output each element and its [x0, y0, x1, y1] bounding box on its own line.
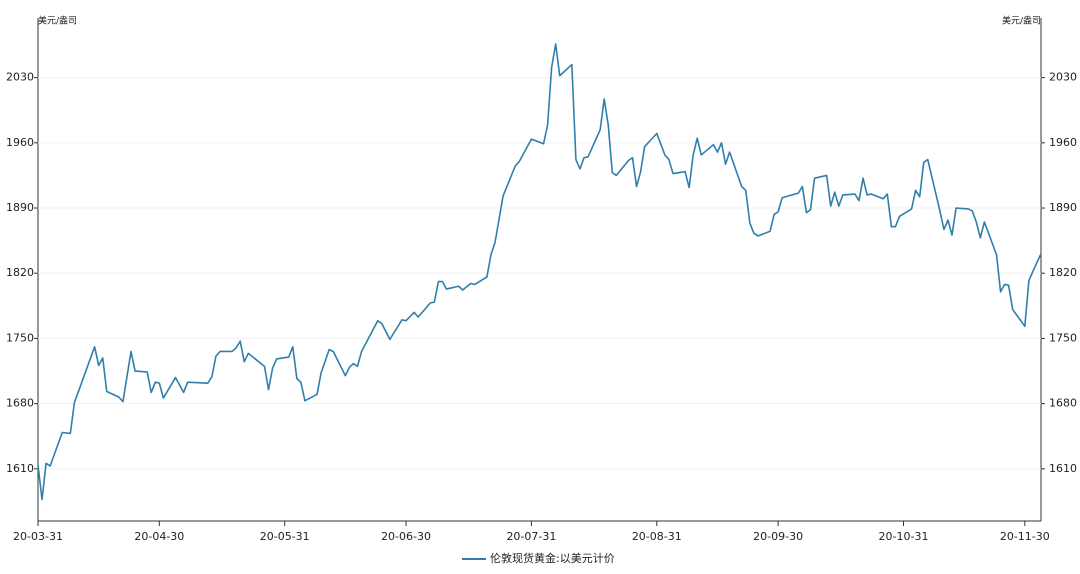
y2-tick-label: 1960 [1049, 136, 1077, 149]
y-tick-label: 1890 [6, 201, 34, 214]
y-tick-label: 1820 [6, 266, 34, 279]
y2-axis-label: 美元/盎司 [1002, 15, 1041, 27]
x-tick-label: 20-06-30 [381, 530, 431, 543]
y2-tick-label: 1750 [1049, 331, 1077, 344]
x-tick-label: 20-08-31 [632, 530, 682, 543]
y-tick-label: 2030 [6, 71, 34, 84]
y2-tick-label: 1680 [1049, 397, 1077, 410]
y2-tick-label: 1610 [1049, 462, 1077, 475]
x-tick-label: 20-09-30 [753, 530, 803, 543]
x-tick-label: 20-07-31 [506, 530, 556, 543]
x-tick-label: 20-03-31 [13, 530, 63, 543]
y2-tick-label: 1890 [1049, 201, 1077, 214]
y-tick-label: 1680 [6, 397, 34, 410]
x-tick-label: 20-11-30 [1000, 530, 1050, 543]
x-tick-label: 20-10-31 [879, 530, 929, 543]
x-tick-label: 20-04-30 [134, 530, 184, 543]
x-tick-label: 20-05-31 [260, 530, 310, 543]
series-line [37, 43, 1042, 501]
y2-tick-label: 1820 [1049, 266, 1077, 279]
y-tick-label: 1610 [6, 462, 34, 475]
y-tick-label: 1750 [6, 331, 34, 344]
y-axis-label: 美元/盎司 [38, 15, 77, 27]
y-tick-label: 1960 [6, 136, 34, 149]
y2-tick-label: 2030 [1049, 71, 1077, 84]
legend-label: 伦敦现货黄金:以美元计价 [490, 551, 615, 565]
